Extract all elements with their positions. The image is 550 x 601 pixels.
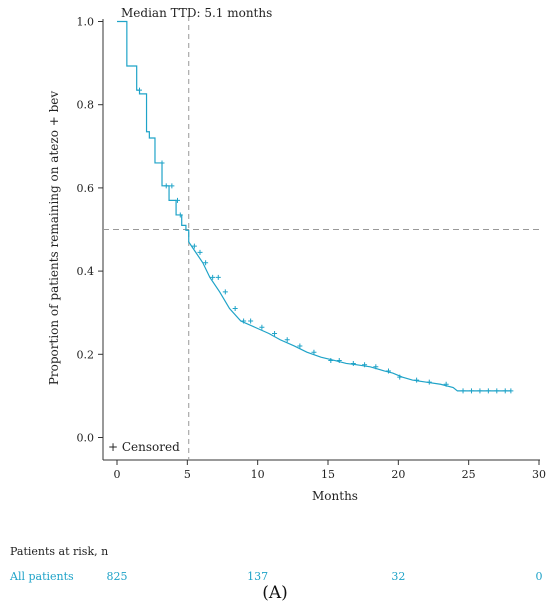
x-tick-label: 0 bbox=[114, 468, 121, 481]
censor-mark bbox=[210, 274, 216, 280]
censor-mark bbox=[259, 324, 265, 330]
censor-mark bbox=[485, 388, 491, 394]
censor-mark bbox=[508, 388, 514, 394]
censor-mark bbox=[197, 249, 203, 255]
y-tick-label: 1.0 bbox=[77, 16, 95, 29]
censor-mark bbox=[159, 160, 165, 166]
censor-mark bbox=[443, 381, 449, 387]
risk-count: 137 bbox=[247, 570, 268, 583]
x-tick-label: 20 bbox=[391, 468, 405, 481]
x-axis-label: Months bbox=[312, 489, 358, 503]
x-tick-label: 25 bbox=[462, 468, 476, 481]
censor-mark bbox=[336, 358, 342, 364]
x-tick-label: 5 bbox=[184, 468, 191, 481]
censor-mark bbox=[362, 362, 368, 368]
censor-mark bbox=[284, 337, 290, 343]
censor-mark bbox=[241, 318, 247, 324]
censor-mark bbox=[248, 318, 254, 324]
censor-mark bbox=[215, 274, 221, 280]
risk-count: 825 bbox=[107, 570, 128, 583]
censor-mark bbox=[203, 260, 209, 266]
censor-mark bbox=[137, 87, 143, 93]
censor-mark bbox=[426, 379, 432, 385]
y-tick-label: 0.0 bbox=[77, 432, 95, 445]
censor-mark bbox=[169, 183, 175, 189]
y-axis-label: Proportion of patients remaining on atez… bbox=[47, 91, 61, 386]
censor-mark bbox=[477, 388, 483, 394]
censor-mark bbox=[232, 306, 238, 312]
censor-mark bbox=[414, 377, 420, 383]
censor-mark bbox=[222, 289, 228, 295]
censor-mark bbox=[502, 388, 508, 394]
x-tick-label: 30 bbox=[532, 468, 546, 481]
censor-mark bbox=[460, 388, 466, 394]
y-tick-label: 0.2 bbox=[77, 348, 95, 361]
risk-row-label: All patients bbox=[9, 570, 74, 583]
x-tick-label: 10 bbox=[251, 468, 265, 481]
censor-mark bbox=[468, 388, 474, 394]
censor-mark bbox=[328, 358, 334, 364]
censor-mark bbox=[163, 183, 169, 189]
y-tick-label: 0.4 bbox=[77, 265, 95, 278]
censor-mark bbox=[272, 331, 278, 336]
risk-table-title: Patients at risk, n bbox=[10, 545, 108, 558]
risk-count: 32 bbox=[391, 570, 405, 583]
km-survival-curve bbox=[117, 20, 511, 392]
y-tick-label: 0.8 bbox=[77, 99, 95, 112]
censor-mark bbox=[397, 374, 403, 380]
x-tick-label: 15 bbox=[321, 468, 335, 481]
censor-mark bbox=[350, 360, 356, 366]
censor-mark bbox=[494, 388, 500, 394]
censor-mark bbox=[297, 343, 303, 349]
panel-label: (A) bbox=[262, 583, 288, 601]
censor-mark bbox=[385, 368, 391, 374]
risk-count: 0 bbox=[536, 570, 543, 583]
censor-mark bbox=[373, 364, 379, 370]
y-tick-label: 0.6 bbox=[77, 182, 95, 195]
censored-legend: + Censored bbox=[108, 440, 180, 454]
censor-mark bbox=[311, 349, 317, 355]
median-annotation: Median TTD: 5.1 months bbox=[121, 6, 272, 20]
censor-mark bbox=[191, 243, 197, 249]
censor-mark bbox=[177, 212, 183, 218]
censor-mark bbox=[174, 197, 180, 203]
